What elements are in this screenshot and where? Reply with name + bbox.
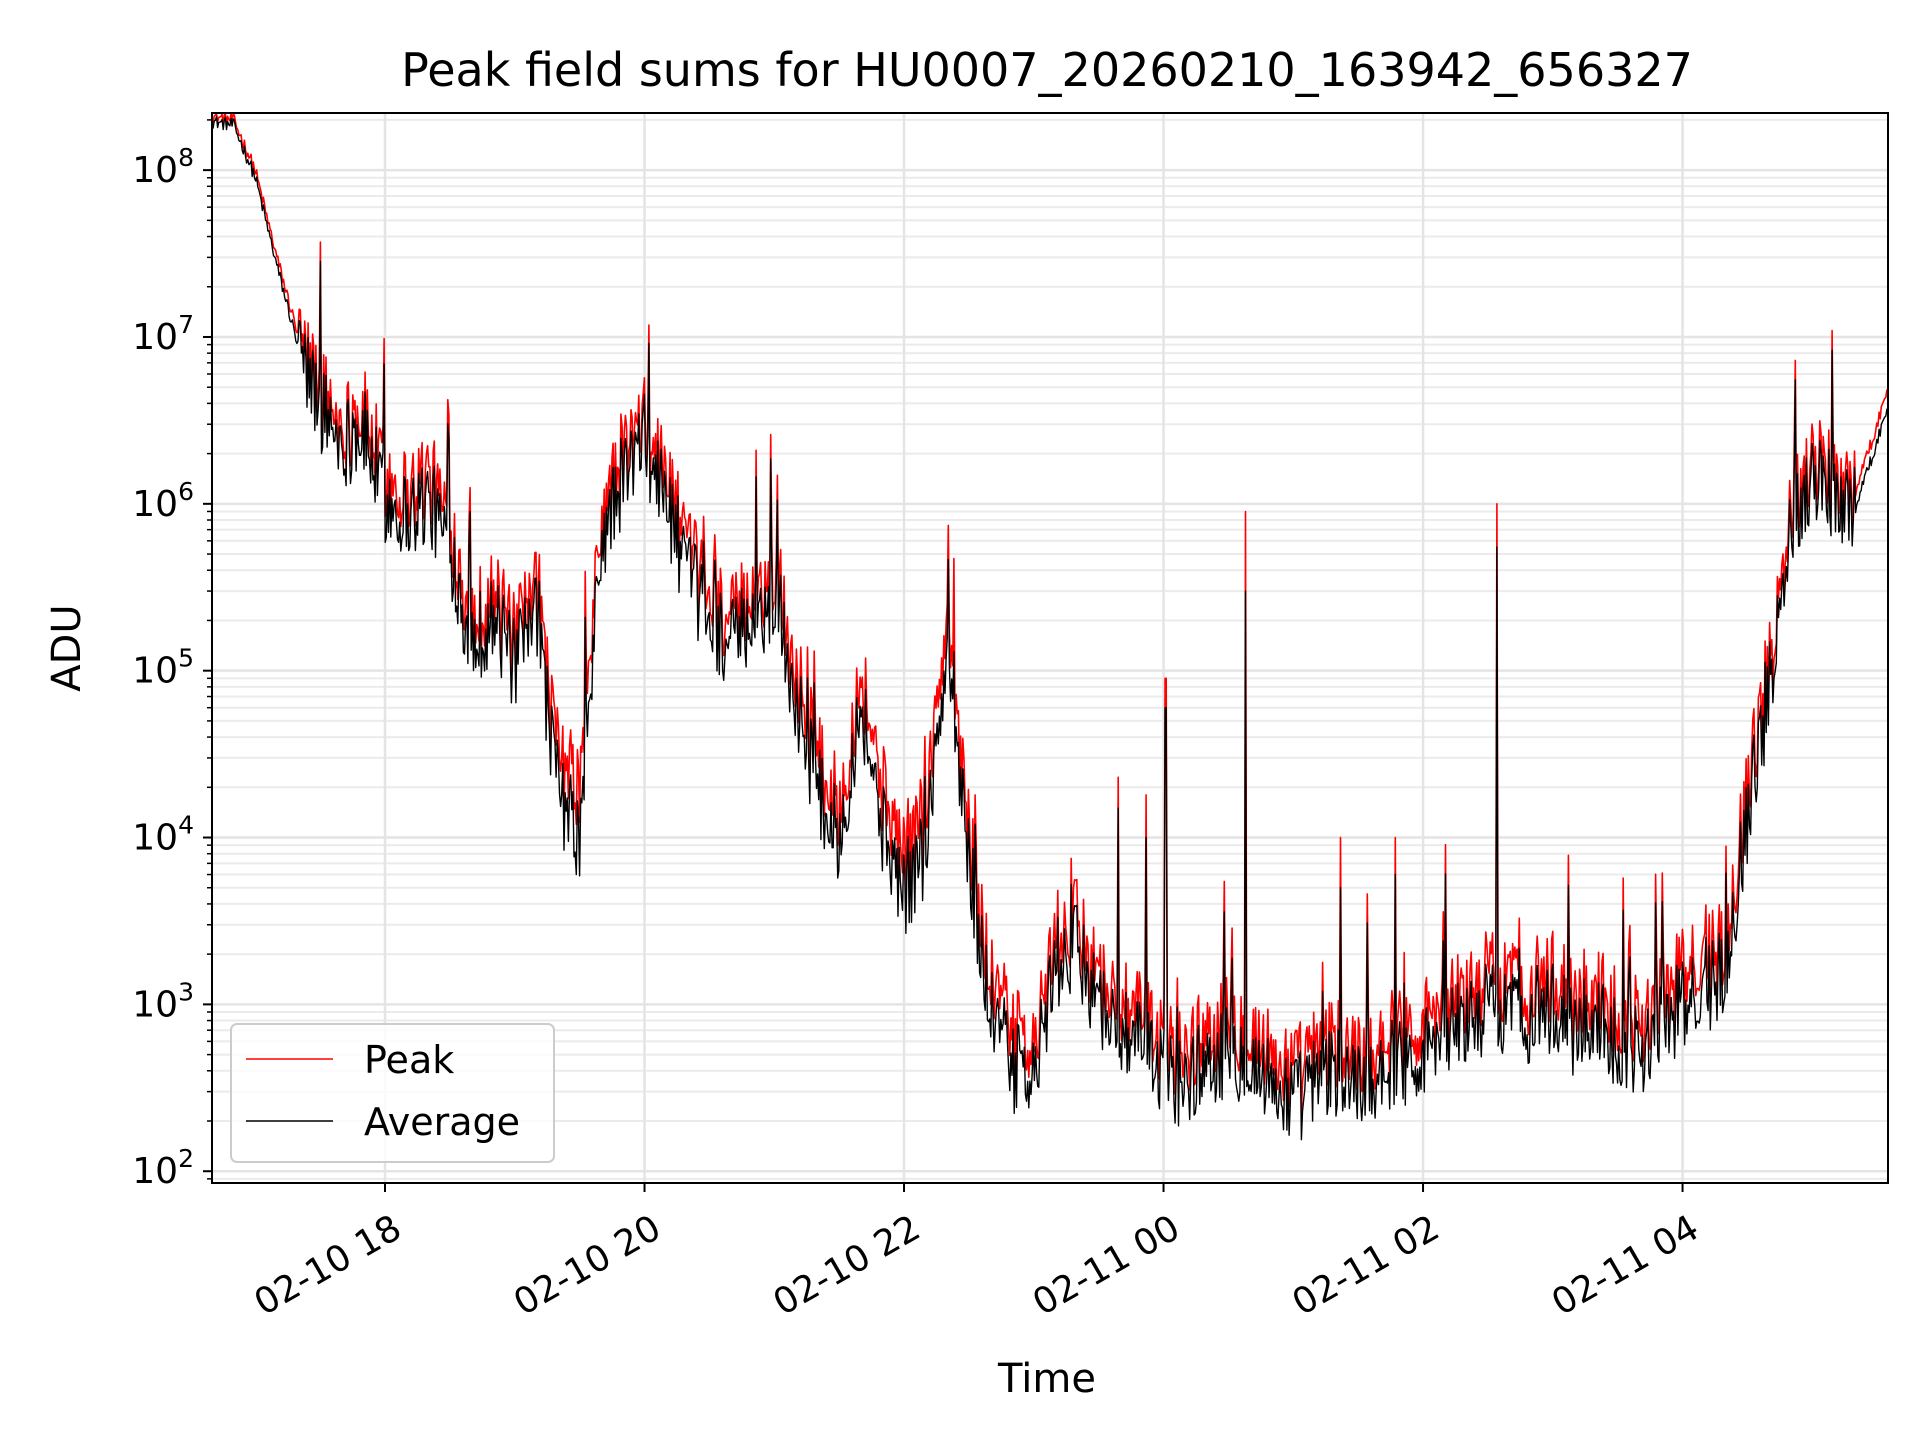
y-tick-label: 108 (132, 143, 194, 191)
legend: Peak Average (230, 1023, 555, 1163)
y-axis-label: ADU (44, 604, 90, 691)
series-line-peak (211, 112, 1888, 1112)
y-tick-label: 107 (132, 310, 194, 358)
x-axis-label: Time (997, 1356, 1096, 1402)
y-axis-ticks: 102 103 104 105 106 107 108 (132, 119, 212, 1192)
y-tick-label: 102 (132, 1144, 194, 1192)
legend-average-label: Average (364, 1100, 520, 1144)
legend-peak-label: Peak (364, 1038, 454, 1082)
y-tick-label: 103 (132, 977, 194, 1025)
y-tick-label: 106 (132, 477, 194, 525)
y-tick-label: 104 (132, 811, 194, 859)
y-tick-label: 105 (132, 644, 194, 692)
plot-area-frame (211, 112, 1889, 1184)
series-layer (211, 112, 1889, 1141)
chart-title: Peak field sums for HU0007_20260210_1639… (401, 43, 1693, 97)
major-gridlines (212, 113, 1888, 1183)
series-line-average (211, 116, 1889, 1141)
